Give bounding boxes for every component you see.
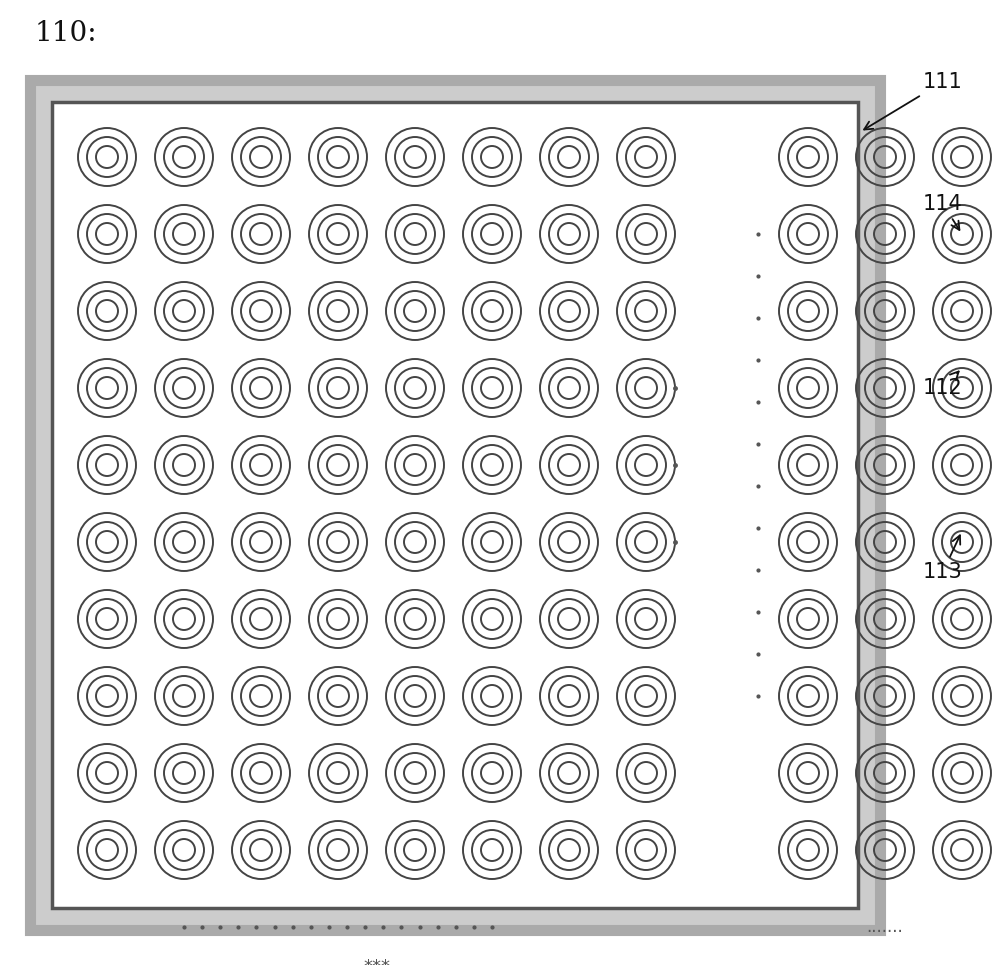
Text: .......: ....... (867, 918, 903, 936)
Bar (30, 80, 880, 930)
Text: ***: *** (363, 958, 390, 965)
Bar (52, 102, 858, 908)
Text: 113: 113 (923, 536, 963, 582)
Text: 111: 111 (864, 72, 963, 129)
Text: 114: 114 (923, 194, 963, 230)
Text: 110:: 110: (35, 20, 98, 47)
Text: 112: 112 (923, 372, 963, 398)
